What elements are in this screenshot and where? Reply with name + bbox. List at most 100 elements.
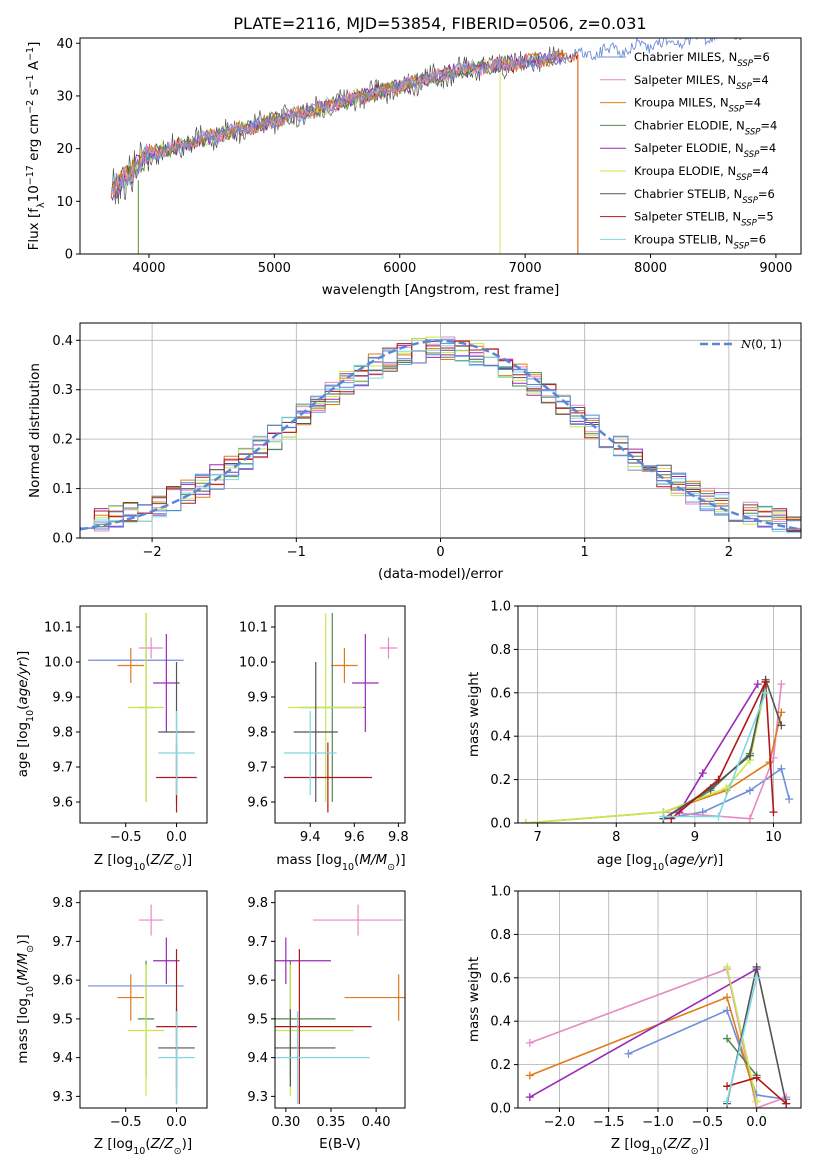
x-tick-label: 10 — [765, 830, 782, 845]
weight-point-k-miles — [723, 993, 732, 1002]
y-tick-label: 40 — [56, 37, 73, 52]
normal-curve — [80, 339, 801, 531]
weight-point-c-stelib — [745, 751, 754, 760]
weight-line-k-elodie — [525, 686, 767, 823]
label-part: Z [log — [611, 1136, 650, 1152]
x-tick-label: 6000 — [383, 261, 416, 276]
legend-nssp: =4 — [760, 118, 777, 132]
x-tick-label: 2 — [725, 545, 733, 560]
axes-frame — [274, 890, 406, 1109]
y-tick-label: 0.6 — [490, 971, 511, 986]
x-tick-label: 8000 — [634, 261, 667, 276]
x-axis-label: Z [log10(Z/Z⊙)] — [94, 852, 192, 873]
y-tick-label: 9.3 — [247, 1090, 268, 1105]
y-tick-label: 10.1 — [239, 621, 268, 636]
label-part: )] — [182, 852, 193, 868]
label-part: age/yr — [669, 852, 714, 868]
label-part: Z/Z — [150, 1136, 175, 1152]
label-part: ( — [354, 852, 359, 868]
y-tick-label: 0.4 — [490, 730, 511, 745]
label-part: 10 — [25, 710, 36, 722]
x-tick-label: −0.5 — [110, 1115, 142, 1130]
x-axis-label: (data-model)/error — [378, 566, 504, 582]
mass-vs-extinction-panel: 0.30 0.35 0.40 9.3 9.4 9.5 9.6 9.7 9.8 E(B-V) — [247, 890, 406, 1152]
legend-name: Salpeter ELODIE, N — [634, 141, 744, 155]
legend-name: Kroupa ELODIE, N — [634, 164, 736, 178]
x-tick-label: −1.0 — [642, 1115, 674, 1130]
label-part: )] — [395, 852, 406, 868]
weight-point-k-stelib — [714, 812, 723, 821]
label-part: age/yr — [15, 660, 31, 705]
label-part: )] — [713, 852, 724, 868]
histogram-normal-curve — [80, 342, 801, 530]
legend-sub: SSP — [736, 82, 752, 92]
label-part: Z/Z — [667, 1136, 692, 1152]
histogram-s-elodie — [80, 344, 801, 531]
y-tick-label: 0.2 — [52, 433, 73, 448]
x-tick-label: 7 — [534, 830, 542, 845]
label-part: λ — [36, 202, 47, 208]
weight-line-c-stelib — [662, 676, 783, 820]
weight-line-c-miles — [628, 1009, 787, 1101]
y-tick-label: 0.0 — [490, 1102, 511, 1117]
weight-point-s-stelib — [769, 808, 778, 817]
label-part: ( — [145, 1136, 150, 1152]
y-tick-label: 0.0 — [490, 817, 511, 832]
x-tick-label: 9.8 — [388, 830, 409, 845]
y-axis-label: age [log10(age/yr)] — [15, 651, 36, 777]
label-part: ⊙ — [387, 862, 395, 873]
x-tick-label: 4000 — [132, 261, 165, 276]
y-tick-label: 20 — [56, 142, 73, 157]
legend-sub: SSP — [737, 59, 753, 69]
y-tick-label: 30 — [56, 89, 73, 104]
legend-entry: Chabrier STELIB, NSSP=6 — [634, 187, 775, 206]
legend-name: Chabrier ELODIE, N — [634, 118, 745, 132]
legend-name: Chabrier STELIB, N — [634, 187, 742, 201]
label-part: Z [log — [94, 852, 133, 868]
weight-point-k-miles — [777, 708, 786, 717]
legend-symbol: N — [740, 337, 752, 351]
x-tick-label: −1 — [287, 545, 306, 560]
legend-sub: SSP — [745, 127, 761, 137]
plot-area — [88, 904, 197, 1105]
label-part: 10 — [133, 1146, 145, 1157]
label-part: −1 — [25, 74, 36, 88]
x-tick-label: 0.0 — [746, 1115, 767, 1130]
legend-entry: N(0, 1) — [740, 337, 782, 351]
y-tick-label: 9.9 — [52, 691, 73, 706]
label-part: ( — [15, 705, 31, 710]
weight-point-c-miles — [785, 795, 794, 804]
axes-frame — [517, 890, 802, 1109]
x-tick-label: −0.5 — [110, 830, 142, 845]
y-tick-label: 10 — [56, 195, 73, 210]
weight-point-s-stelib — [782, 1099, 791, 1108]
legend-nssp: =6 — [753, 50, 770, 64]
label-part: mass [log — [15, 998, 31, 1064]
y-axis-label: Flux [fλ10−17 erg cm−2 s−1 A−1] — [25, 42, 47, 251]
legend-name: Salpeter STELIB, N — [634, 210, 741, 224]
weight-point-c-stelib — [777, 721, 786, 730]
y-tick-label: 9.9 — [247, 691, 268, 706]
label-part: ( — [664, 852, 669, 868]
weight-point-s-miles — [777, 680, 786, 689]
weight-point-s-miles — [745, 814, 754, 823]
y-tick-label: 9.7 — [52, 761, 73, 776]
legend-sub: SSP — [734, 241, 750, 251]
y-tick-label: 9.7 — [52, 935, 73, 950]
label-part: ( — [145, 852, 150, 868]
label-part: ⊙ — [174, 862, 182, 873]
axes-frame — [79, 890, 208, 1109]
label-part: M/M — [15, 952, 31, 980]
y-tick-label: 9.6 — [247, 974, 268, 989]
weight-point-s-stelib — [752, 1073, 761, 1082]
legend-nssp: =4 — [744, 96, 761, 110]
weight-point-c-miles — [777, 764, 786, 773]
y-tick-label: 0.4 — [52, 334, 73, 349]
weight-point-c-miles — [723, 1006, 732, 1015]
plot-area — [518, 606, 801, 823]
weight-line-s-stelib — [670, 678, 775, 820]
mass-vs-metallicity-panel: −0.5 0.09.39.49.59.69.79.8Z [log10(Z/Z⊙)]… — [15, 890, 208, 1157]
legend-entry: Salpeter STELIB, NSSP=5 — [634, 210, 774, 229]
legend-entry: Kroupa ELODIE, NSSP=4 — [634, 164, 769, 183]
